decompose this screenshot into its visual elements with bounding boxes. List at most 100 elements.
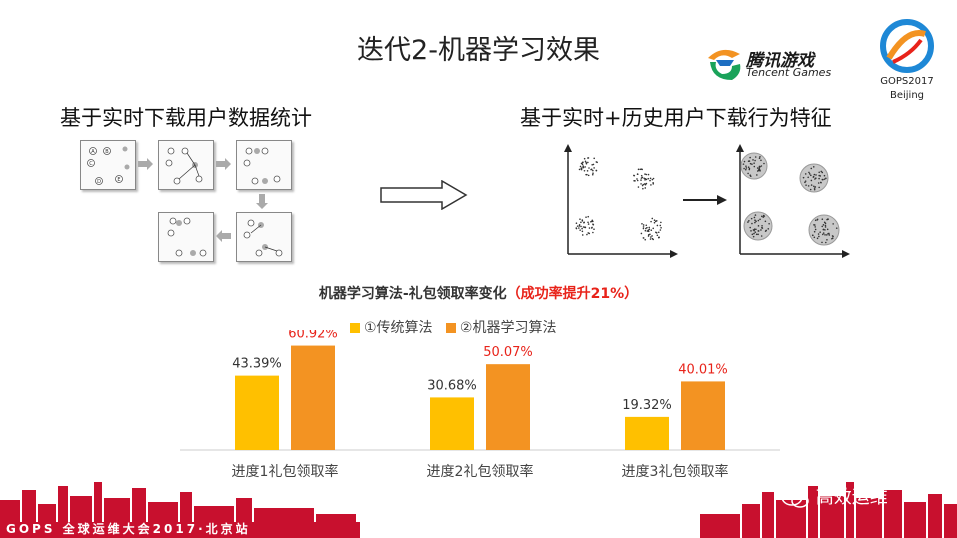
scatter-dot [814, 226, 817, 228]
scatter-dot [744, 168, 747, 171]
scatter-dot [581, 163, 584, 166]
scatter-dot [813, 185, 815, 188]
step-box-1: A B C D E [80, 140, 136, 190]
scatter-dot [745, 167, 748, 169]
scatter-dot [581, 227, 583, 230]
scatter-dot [655, 231, 657, 234]
scatter-dot [753, 216, 756, 219]
gops-year: GOPS2017 [880, 76, 934, 87]
scatter-dot [758, 165, 761, 168]
scatter-dot [752, 235, 755, 238]
scatter-dot [763, 215, 766, 217]
scatter-dot [749, 156, 751, 159]
scatter-dot [826, 228, 829, 231]
scatter-dot [761, 224, 763, 227]
data-label-ml-2: 50.07% [483, 345, 533, 360]
scatter-dot [825, 234, 828, 236]
scatter-dot [760, 229, 762, 231]
scatter-dot [747, 221, 749, 223]
scatter-dot [647, 235, 650, 237]
scatter-dot [580, 167, 583, 169]
scatter-dot [756, 174, 758, 176]
step-box-3 [236, 140, 292, 190]
data-label-traditional-3: 19.32% [622, 398, 672, 413]
scatter-dot [650, 220, 652, 223]
legend-swatch-ml [445, 323, 456, 333]
wechat-watermark: 高效运维 [780, 483, 888, 509]
scatter-dot [586, 170, 589, 172]
scatter-dot [659, 229, 662, 231]
scatter-dot [644, 187, 647, 189]
scatter-dot [822, 178, 824, 181]
scatter-dot [826, 239, 828, 241]
scatter-dot [764, 220, 767, 223]
scatter-dot [588, 167, 590, 169]
scatter-dot [743, 167, 745, 170]
scatter-dot [592, 163, 595, 166]
node-a: A [91, 149, 95, 155]
scatter-dot [753, 229, 755, 232]
scatter-dot [649, 238, 652, 240]
scatter-dot [595, 169, 598, 172]
scatter-dot [815, 177, 817, 179]
scatter-dot [647, 229, 650, 231]
wechat-icon [781, 488, 809, 508]
scatter-dot [575, 222, 578, 225]
step-arrow-back [216, 230, 231, 242]
gops-logo: GOPS2017 Beijing [872, 18, 942, 108]
scatter-dot [636, 173, 639, 175]
scatter-dot [825, 177, 827, 180]
scatter-dot [593, 228, 595, 230]
data-label-ml-3: 40.01% [678, 362, 728, 377]
scatter-dot [640, 177, 643, 179]
step-arrow-2 [216, 158, 231, 170]
scatter-dot [757, 225, 760, 227]
scatter-dot [819, 231, 821, 233]
scatter-dot [653, 221, 656, 224]
scatter-dot [819, 175, 822, 177]
scatter-dot [812, 175, 815, 178]
scatter-dot [581, 230, 584, 233]
right-arrow-icon [683, 195, 727, 205]
scatter-dot [576, 225, 579, 227]
hollow-right-arrow-icon [380, 180, 468, 210]
scatter-dot [640, 174, 643, 177]
data-label-ml-1: 60.92% [288, 330, 338, 342]
scatter-dot [595, 161, 598, 163]
scatter-dot [835, 227, 838, 229]
scatter-dot [651, 235, 653, 237]
scatter-dot [824, 224, 827, 227]
scatter-dot [821, 218, 824, 221]
scatter-dot [824, 229, 826, 231]
scatter-dot [648, 226, 651, 229]
left-subtitle: 基于实时下载用户数据统计 [60, 106, 312, 130]
scatter-dot [583, 169, 586, 172]
scatter-dot [824, 234, 826, 236]
scatter-dot [592, 223, 594, 225]
scatter-dot [642, 237, 645, 239]
scatter-dot [592, 172, 594, 175]
scatter-dot [755, 220, 757, 223]
scatter-dot [634, 180, 636, 182]
scatter-dot [578, 168, 581, 171]
scatter-dot [646, 226, 648, 229]
right-subtitle: 基于实时+历史用户下载行为特征 [520, 106, 832, 130]
scatter-dot [765, 229, 768, 232]
scatter-dot [820, 181, 822, 184]
scatter-dot [637, 186, 640, 188]
data-label-traditional-1: 43.39% [232, 357, 282, 372]
scatter-dot [757, 219, 760, 222]
scatter-dot [810, 184, 813, 186]
scatter-dot [749, 226, 751, 229]
scatter-dot [754, 214, 757, 216]
scatter-dot [832, 223, 834, 225]
scatter-dot [651, 237, 654, 240]
scatter-dot [754, 221, 756, 224]
scatter-dot [754, 156, 757, 158]
scatter-dot [649, 179, 651, 182]
tencent-cn-name: 腾讯游戏 [746, 51, 814, 71]
scatter-dot [652, 177, 655, 180]
step-box-2 [158, 140, 214, 190]
scatter-dot [587, 223, 590, 225]
scatter-dot [816, 219, 819, 221]
